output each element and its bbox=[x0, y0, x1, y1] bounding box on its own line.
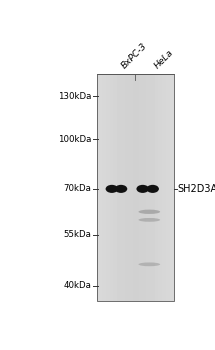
Ellipse shape bbox=[138, 262, 160, 266]
Text: HeLa: HeLa bbox=[153, 48, 175, 70]
Text: BxPC-3: BxPC-3 bbox=[119, 41, 148, 70]
Text: 40kDa: 40kDa bbox=[63, 281, 91, 290]
Text: 100kDa: 100kDa bbox=[58, 134, 91, 144]
Ellipse shape bbox=[146, 185, 159, 193]
Bar bbox=[97, 74, 174, 301]
Text: SH2D3A: SH2D3A bbox=[178, 184, 215, 194]
Text: 70kDa: 70kDa bbox=[63, 184, 91, 194]
Ellipse shape bbox=[115, 185, 127, 193]
Ellipse shape bbox=[106, 185, 118, 193]
Ellipse shape bbox=[138, 218, 160, 222]
Ellipse shape bbox=[137, 185, 149, 193]
Text: 130kDa: 130kDa bbox=[58, 92, 91, 101]
Text: 55kDa: 55kDa bbox=[63, 230, 91, 239]
Ellipse shape bbox=[138, 210, 160, 214]
